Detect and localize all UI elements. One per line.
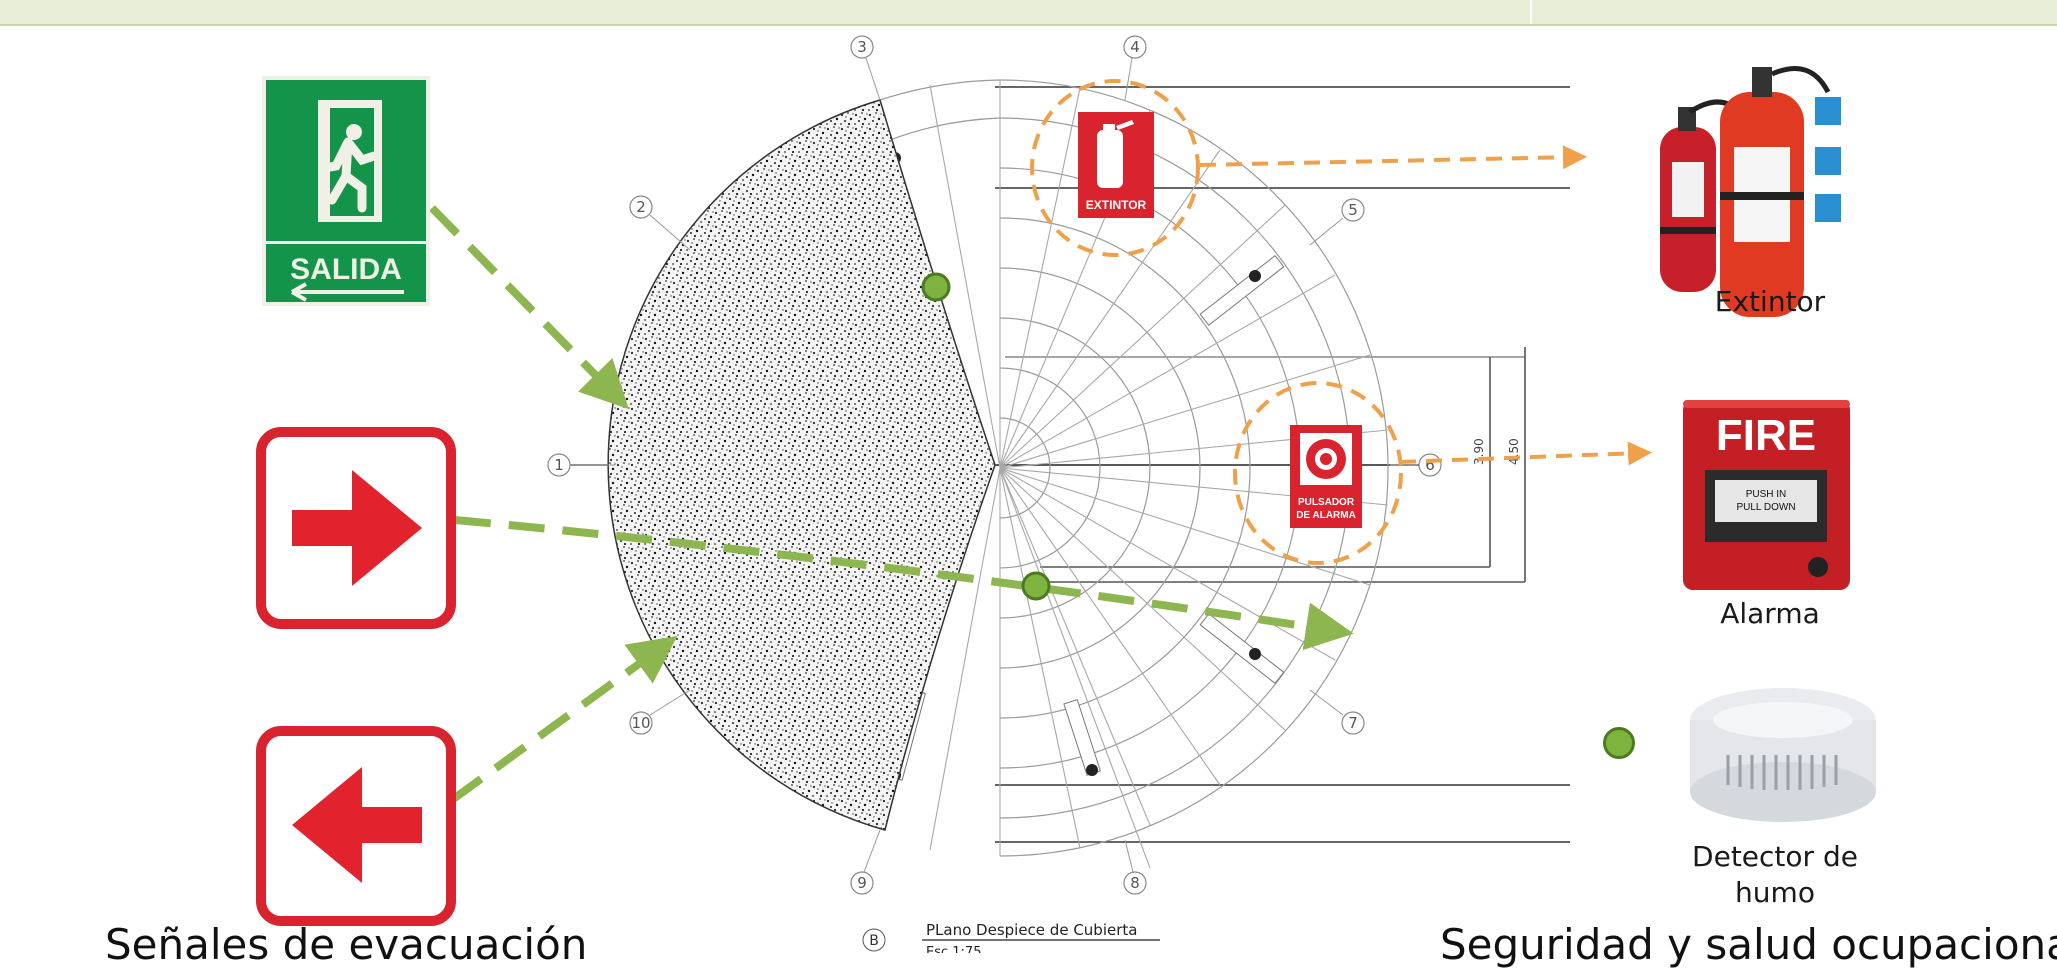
top-band	[0, 0, 2057, 26]
right-arrow-sign	[256, 427, 456, 629]
axis-num-6: 6	[1425, 456, 1435, 474]
detector-label-line1: Detector de	[1692, 840, 1858, 873]
roof-ribs	[929, 80, 1389, 869]
smoke-detector-marker-1	[921, 272, 951, 302]
alarm-highlight-circle	[1233, 381, 1403, 565]
axis-num-10: 10	[631, 714, 650, 732]
footer-left-text: Señales de evacuación	[105, 920, 588, 969]
axis-num-1: 1	[554, 456, 564, 474]
detector-label-line2: humo	[1735, 876, 1815, 909]
caption-bubble	[862, 928, 886, 952]
extintor-label: Extintor	[1714, 285, 1826, 318]
alarm-push-text-2: PULL DOWN	[1736, 502, 1795, 513]
extinguisher-image	[1660, 65, 1841, 317]
caption-title: PLano Despiece de Cubierta	[926, 921, 1137, 939]
caption-scale: Esc 1:75	[926, 945, 981, 953]
exit-sign-arrow	[429, 205, 629, 410]
axis-bubbles	[547, 35, 1442, 895]
extintor-sign-label: EXTINTOR	[1086, 198, 1147, 212]
top-band-divider	[1530, 0, 1532, 24]
smoke-detector-image	[1690, 688, 1876, 822]
axis-num-3: 3	[857, 38, 867, 56]
alarm-fire-text: FIRE	[1716, 411, 1816, 460]
footer-right-text: Seguridad y salud ocupacional	[1440, 920, 2057, 969]
extintor-sign: EXTINTOR	[1078, 112, 1154, 218]
stippled-zone	[607, 99, 996, 831]
axis-num-9: 9	[857, 874, 867, 892]
alarm-pointer-arrow	[1399, 441, 1652, 466]
extintor-highlight-circle	[1030, 79, 1200, 257]
axis-num-4: 4	[1130, 38, 1140, 56]
alarma-label: Alarma	[1720, 597, 1820, 630]
caption-letter: B	[869, 933, 879, 949]
exit-sign: SALIDA	[262, 76, 430, 306]
axis-num-2: 2	[636, 198, 646, 216]
pulsador-label-1: PULSADOR	[1298, 497, 1355, 508]
fire-alarm-image: FIRE PUSH IN PULL DOWN	[1683, 400, 1850, 590]
extintor-pointer-arrow	[1199, 145, 1587, 170]
axis-num-8: 8	[1130, 874, 1140, 892]
axis-num-5: 5	[1348, 201, 1358, 219]
smoke-detector-marker-2	[1021, 571, 1051, 601]
exit-sign-label: SALIDA	[290, 253, 402, 286]
left-arrow-route	[449, 635, 678, 804]
pulsador-sign: PULSADOR DE ALARMA	[1290, 425, 1362, 528]
axis-num-7: 7	[1348, 714, 1358, 732]
axis-leaders	[570, 57, 1418, 873]
right-arrow-route	[454, 516, 1354, 651]
pulsador-label-2: DE ALARMA	[1296, 510, 1356, 521]
alarm-push-text-1: PUSH IN	[1746, 489, 1787, 500]
dimension-2: 4.50	[1507, 438, 1521, 465]
smoke-detector-legend-dot	[1603, 727, 1635, 759]
left-arrow-sign	[256, 726, 456, 926]
